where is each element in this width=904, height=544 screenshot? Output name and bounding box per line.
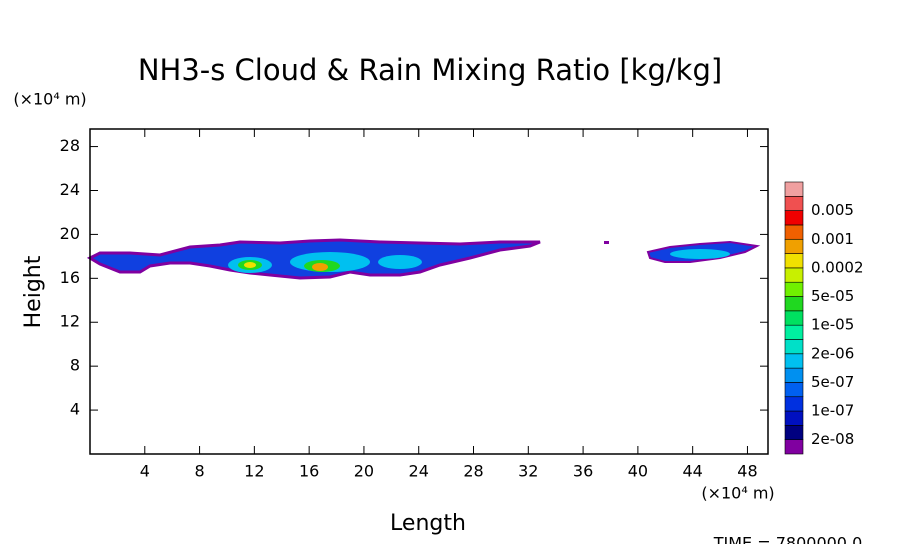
colorbar-box bbox=[784, 267, 804, 283]
colorbar-label: 2e-08 bbox=[811, 430, 854, 448]
colorbar-box bbox=[784, 210, 804, 226]
colorbar-label: 2e-06 bbox=[811, 344, 854, 362]
y-tick-label: 16 bbox=[60, 268, 80, 287]
colorbar-box bbox=[784, 181, 804, 197]
colorbar-box bbox=[784, 439, 804, 455]
x-tick-label: 16 bbox=[299, 462, 319, 481]
colorbar-label: 5e-07 bbox=[811, 373, 854, 391]
y-tick-label: 8 bbox=[70, 356, 80, 375]
colorbar-box bbox=[784, 196, 804, 211]
x-tick-label: 20 bbox=[354, 462, 374, 481]
y-unit: (×10⁴ m) bbox=[13, 90, 86, 109]
colorbar-label: 5e-05 bbox=[811, 287, 854, 305]
colorbar-box bbox=[784, 396, 804, 412]
y-tick-label: 12 bbox=[60, 312, 80, 331]
colorbar-label: 1e-05 bbox=[811, 316, 854, 334]
x-tick-label: 12 bbox=[244, 462, 264, 481]
colorbar-box bbox=[784, 296, 804, 312]
x-unit: (×10⁴ m) bbox=[701, 484, 774, 503]
colorbar-box bbox=[784, 324, 804, 340]
y-axis-title: Height bbox=[21, 255, 46, 328]
colorbar-box bbox=[784, 238, 804, 254]
x-axis-title: Length bbox=[390, 511, 466, 536]
footer: TIME = 7800000.0 bbox=[713, 534, 863, 544]
colorbar-label: 0.005 bbox=[811, 201, 854, 219]
colorbar-box bbox=[784, 253, 804, 269]
plot-frame bbox=[89, 128, 769, 455]
colorbar-box bbox=[784, 353, 804, 369]
colorbar-box bbox=[784, 310, 804, 326]
x-tick-label: 44 bbox=[682, 462, 702, 481]
x-tick-label: 36 bbox=[573, 462, 593, 481]
x-tick-label: 8 bbox=[194, 462, 204, 481]
cloud-field bbox=[86, 238, 761, 280]
colorbar-box bbox=[784, 367, 804, 383]
colorbar-box bbox=[784, 382, 804, 398]
x-tick-label: 24 bbox=[409, 462, 429, 481]
colorbar-box bbox=[784, 339, 804, 355]
colorbar-box bbox=[784, 425, 804, 440]
colorbar-label: 0.001 bbox=[811, 230, 854, 248]
colorbar-box bbox=[784, 281, 804, 297]
y-tick-label: 20 bbox=[60, 224, 80, 243]
x-tick-label: 40 bbox=[628, 462, 648, 481]
x-tick-label: 32 bbox=[518, 462, 538, 481]
x-tick-label: 48 bbox=[737, 462, 757, 481]
chart-title: NH3-s Cloud & Rain Mixing Ratio [kg/kg] bbox=[138, 53, 722, 87]
x-tick-label: 28 bbox=[463, 462, 483, 481]
colorbar-label: 0.0002 bbox=[811, 258, 864, 276]
y-tick-label: 24 bbox=[60, 180, 80, 199]
y-tick-label: 4 bbox=[70, 400, 80, 419]
y-tick-label: 28 bbox=[60, 136, 80, 155]
colorbar-box bbox=[784, 224, 804, 240]
x-tick-label: 4 bbox=[140, 462, 150, 481]
colorbar-box bbox=[784, 410, 804, 426]
colorbar-label: 1e-07 bbox=[811, 402, 854, 420]
